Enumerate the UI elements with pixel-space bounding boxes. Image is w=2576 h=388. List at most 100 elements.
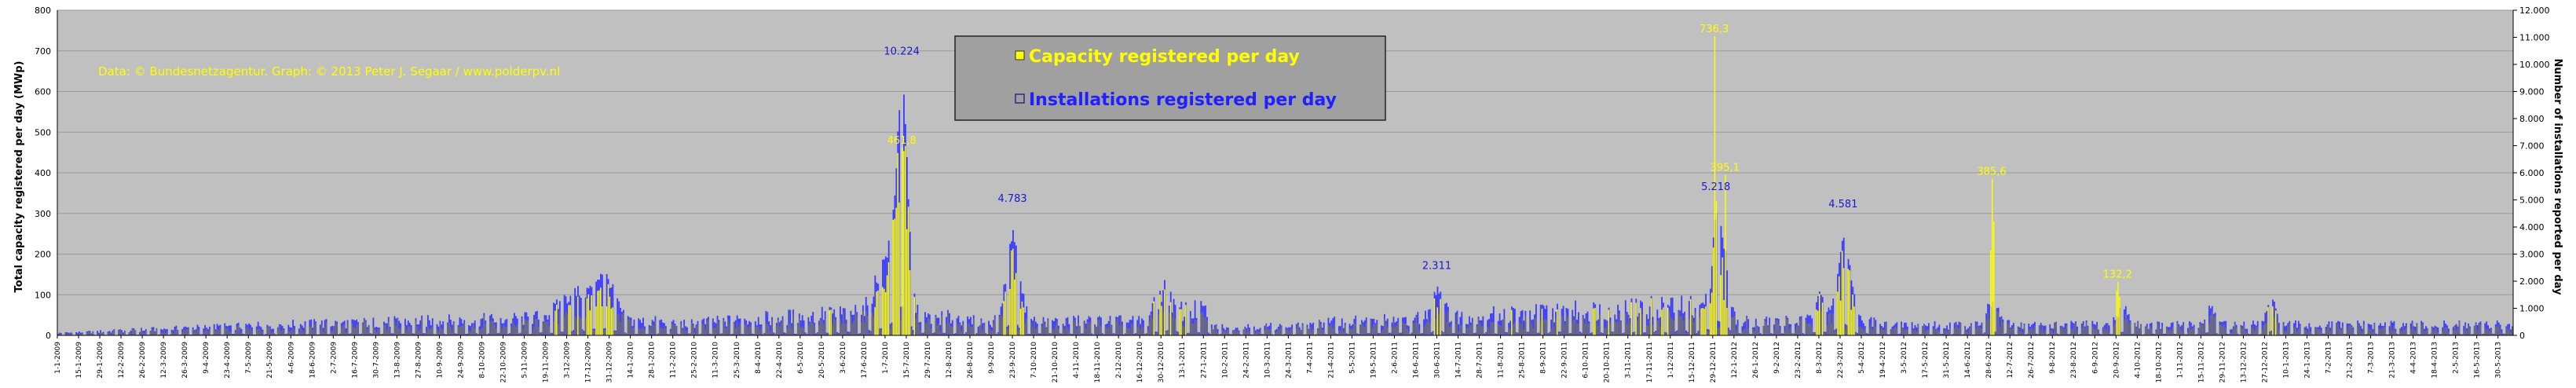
capacity-bar	[388, 321, 389, 335]
capacity-bar	[1002, 317, 1003, 335]
capacity-bar	[2171, 330, 2172, 335]
capacity-bar	[2410, 329, 2411, 335]
capacity-bar	[2378, 328, 2379, 335]
capacity-bar	[1058, 329, 1059, 335]
capacity-bar	[2463, 331, 2464, 335]
capacity-bar	[1852, 295, 1853, 335]
capacity-bar	[1211, 328, 1212, 335]
capacity-bar	[2431, 328, 2432, 335]
capacity-bar	[1437, 307, 1438, 335]
capacity-bar	[846, 324, 847, 335]
capacity-bar	[655, 321, 656, 335]
y-right-tick-label: 4.000	[2519, 222, 2545, 232]
capacity-bar	[1341, 327, 1342, 335]
capacity-bar	[1614, 321, 1615, 335]
capacity-bar	[2319, 329, 2320, 335]
capacity-bar	[1446, 321, 1447, 335]
capacity-bar	[2029, 329, 2030, 335]
capacity-bar	[1896, 328, 1897, 335]
capacity-bar	[1043, 320, 1044, 335]
capacity-bar	[347, 324, 348, 335]
capacity-bar	[1776, 320, 1777, 335]
capacity-bar	[841, 324, 842, 335]
capacity-bar	[1731, 317, 1732, 335]
x-tick-label: 15-12-2011	[1689, 342, 1696, 383]
capacity-bar	[1418, 330, 1419, 335]
capacity-bar	[491, 320, 492, 335]
capacity-bar	[351, 324, 352, 335]
capacity-bar	[660, 328, 661, 335]
capacity-bar	[1563, 322, 1564, 335]
capacity-bar	[1846, 326, 1847, 335]
capacity-bar	[926, 323, 927, 335]
capacity-bar	[2070, 329, 2071, 335]
capacity-bar	[1754, 331, 1755, 335]
capacity-bar	[1904, 329, 1905, 335]
capacity-bar	[2054, 324, 2055, 335]
watermark: Data: © Bundesnetzagentur. Graph: © 2013…	[98, 64, 560, 79]
capacity-bar	[471, 327, 472, 335]
capacity-bar	[160, 332, 161, 335]
capacity-bar	[1713, 247, 1714, 335]
capacity-bar	[1444, 313, 1445, 335]
capacity-bar	[561, 332, 562, 335]
x-tick-label: 7-4-2011	[1306, 342, 1314, 374]
capacity-bar	[2215, 317, 2216, 335]
x-tick-label: 12-3-2009	[160, 342, 168, 379]
capacity-bar	[1372, 328, 1373, 335]
capacity-bar	[1089, 322, 1090, 335]
x-tick-label: 22-4-2010	[776, 342, 784, 379]
capacity-bar	[517, 325, 518, 335]
capacity-bar	[1957, 327, 1958, 335]
capacity-bar	[1534, 319, 1535, 335]
x-tick-label: 31-12-2009	[606, 342, 614, 383]
x-tick-label: 9-9-2010	[988, 342, 996, 374]
capacity-bar	[217, 329, 218, 335]
capacity-bar	[1822, 302, 1823, 335]
capacity-bar	[1009, 289, 1010, 335]
capacity-bar	[1584, 324, 1585, 335]
capacity-bar	[544, 320, 545, 335]
x-tick-label: 29-12-2011	[1710, 342, 1718, 383]
capacity-bar	[606, 306, 607, 335]
x-tick-label: 3-6-2010	[840, 342, 847, 374]
capacity-bar	[448, 323, 449, 335]
capacity-bar	[372, 327, 373, 335]
x-tick-label: 1-11-2012	[2176, 342, 2184, 379]
capacity-bar	[1312, 329, 1313, 335]
capacity-bar	[342, 325, 343, 335]
capacity-bar	[918, 324, 919, 335]
x-tick-label: 13-8-2009	[393, 342, 401, 379]
capacity-bar	[2198, 330, 2199, 335]
capacity-bar	[2277, 321, 2278, 335]
capacity-bar	[377, 330, 378, 335]
capacity-bar	[2102, 331, 2103, 335]
capacity-bar	[613, 331, 614, 335]
capacity-bar	[1394, 327, 1395, 335]
capacity-bar	[1355, 324, 1356, 335]
capacity-bar	[2342, 327, 2343, 335]
capacity-bar	[895, 208, 896, 335]
capacity-bar	[820, 320, 821, 335]
capacity-bar	[1108, 326, 1109, 335]
capacity-bar	[1128, 328, 1129, 335]
capacity-bar	[891, 325, 892, 335]
capacity-bar	[1323, 330, 1324, 335]
capacity-bar	[2369, 329, 2370, 335]
y-right-tick-label: 12.000	[2519, 5, 2550, 16]
capacity-bar	[2445, 328, 2446, 335]
capacity-bar	[659, 328, 660, 335]
x-tick-label: 16-7-2009	[351, 342, 359, 379]
capacity-bar	[2474, 327, 2475, 335]
legend: Capacity registered per day Installation…	[955, 36, 1385, 120]
capacity-bar	[383, 325, 384, 335]
capacity-bar	[880, 331, 881, 335]
capacity-bar	[1755, 324, 1756, 335]
x-tick-label: 23-4-2009	[224, 342, 232, 379]
capacity-bar	[2010, 328, 2011, 335]
capacity-bar	[594, 331, 595, 335]
x-tick-label: 25-8-2011	[1519, 342, 1527, 379]
capacity-bar	[186, 330, 187, 335]
capacity-bar	[782, 320, 783, 335]
capacity-bar	[394, 322, 395, 335]
